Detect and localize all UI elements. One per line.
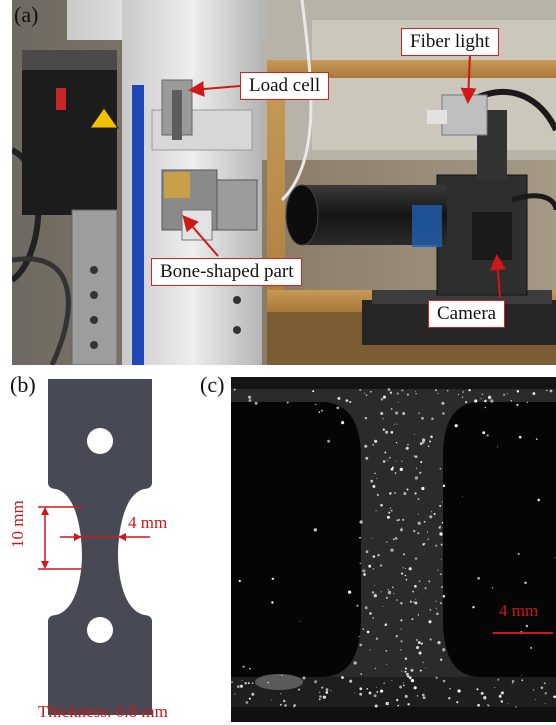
length-dimension-label: 10 mm [8,500,27,548]
scale-bar-label: 4 mm [499,601,539,620]
width-dimension-label: 4 mm [128,513,168,532]
fiber-light-label: Fiber light [401,28,499,56]
specimen-hole-bottom [87,617,113,643]
panel-b-label: (b) [10,372,36,397]
bolt-head [255,674,303,690]
load-cell-label: Load cell [240,72,330,100]
speckle-image [231,377,556,722]
panel-c-label: (c) [200,372,225,397]
panel-a-label: (a) [14,2,39,27]
fiber-light-arrow [460,54,477,104]
load-cell-arrow [188,81,241,97]
thickness-label: Thickness: 0.8 mm [38,702,168,721]
bone-part-arrow [182,214,219,257]
speckle-pattern [231,388,556,708]
photo-test-setup [12,0,556,365]
camera-label: Camera [428,300,506,328]
specimen-shape [48,379,152,715]
camera-arrow [489,254,506,299]
panel-a-arrows [182,54,506,299]
bone-part-label: Bone-shaped part [151,258,303,286]
specimen-hole-top [87,428,113,454]
specimen-drawing [38,379,152,715]
